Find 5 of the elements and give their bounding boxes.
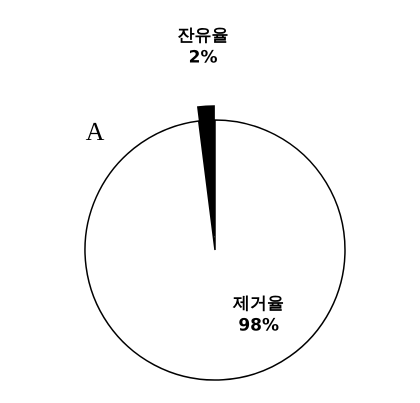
- text: A: [86, 117, 105, 146]
- data-label: 98%: [238, 315, 280, 336]
- slice-label: 잔유율: [178, 25, 229, 46]
- slice-label: 제거율: [232, 293, 284, 314]
- data-label: 2%: [188, 47, 218, 68]
